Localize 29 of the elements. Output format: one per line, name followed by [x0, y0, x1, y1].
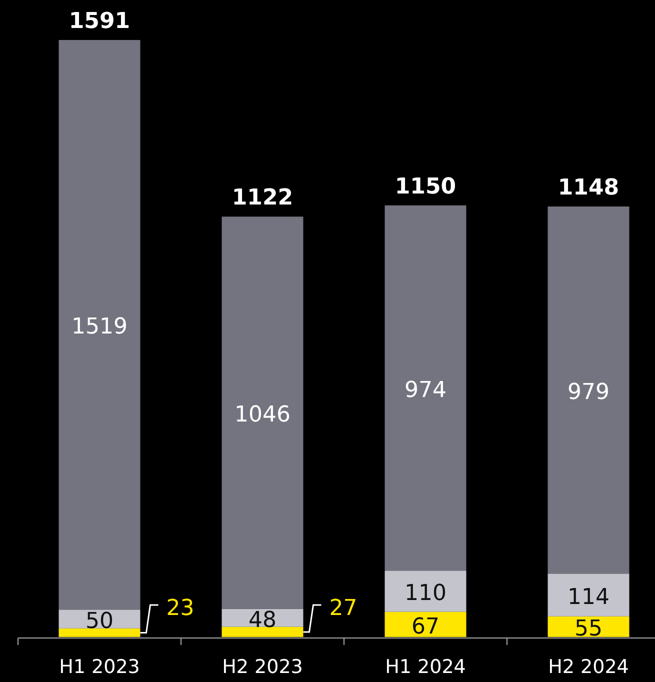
data-label: 23 — [166, 596, 194, 621]
data-label: 1519 — [72, 314, 128, 340]
total-label: 1148 — [558, 176, 620, 200]
data-label: 50 — [86, 608, 114, 634]
bar — [548, 206, 630, 574]
bar — [384, 612, 466, 637]
bar — [222, 216, 304, 609]
bar — [222, 626, 304, 637]
data-label: 55 — [574, 616, 602, 642]
bar — [384, 205, 466, 571]
x-tick-label: H2 2023 — [222, 656, 303, 678]
bar — [548, 574, 630, 616]
data-label: 974 — [404, 378, 446, 403]
data-label: 114 — [568, 584, 610, 610]
data-label: 979 — [568, 380, 610, 405]
total-label: 1150 — [394, 174, 456, 200]
data-label: 48 — [248, 608, 276, 633]
data-label: 27 — [329, 596, 358, 621]
x-tick-label: H1 2024 — [385, 656, 466, 678]
bar — [384, 570, 466, 612]
x-tick-label: H2 2024 — [548, 656, 629, 678]
total-label: 1122 — [232, 186, 294, 211]
bar — [58, 628, 140, 637]
x-tick-label: H1 2023 — [59, 656, 140, 678]
data-label: 67 — [412, 614, 440, 640]
data-label: 110 — [404, 581, 446, 606]
data-label: 1046 — [234, 402, 290, 428]
bar — [58, 40, 140, 610]
total-label: 1591 — [68, 9, 130, 34]
